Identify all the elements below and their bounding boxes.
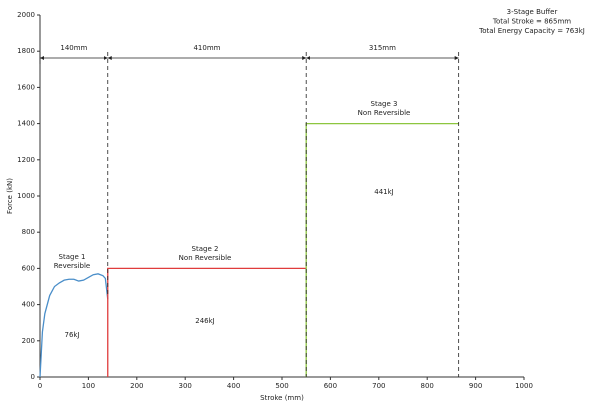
- y-tick-label: 600: [22, 264, 35, 272]
- y-tick-label: 1200: [17, 156, 35, 164]
- span-label: 410mm: [193, 44, 220, 52]
- series-line: [39, 273, 109, 378]
- y-tick-label: 1600: [17, 83, 35, 91]
- series-line: [107, 267, 307, 377]
- y-tick-label: 0: [31, 373, 35, 381]
- y-tick-label: 1800: [17, 47, 35, 55]
- x-tick-label: 800: [421, 382, 434, 390]
- x-tick-label: 600: [324, 382, 337, 390]
- annotation: Stage 1: [59, 253, 86, 261]
- x-tick-label: 300: [179, 382, 192, 390]
- span-label: 315mm: [369, 44, 396, 52]
- span-label: 140mm: [60, 44, 87, 52]
- y-tick-label: 200: [22, 337, 35, 345]
- x-tick-label: 100: [82, 382, 95, 390]
- y-tick-label: 400: [22, 301, 35, 309]
- y-tick-label: 800: [22, 228, 35, 236]
- y-tick-label: 1000: [17, 192, 35, 200]
- x-tick-label: 200: [130, 382, 143, 390]
- annotation: 441kJ: [374, 188, 393, 196]
- x-tick-label: 900: [469, 382, 482, 390]
- x-tick-label: 400: [227, 382, 240, 390]
- series-line: [305, 122, 459, 377]
- y-axis-label: Force (kN): [6, 178, 14, 214]
- annotation: Non Reversible: [179, 254, 232, 262]
- annotation: 246kJ: [195, 317, 214, 325]
- x-axis-label: Stroke (mm): [260, 394, 304, 402]
- x-tick-label: 500: [275, 382, 288, 390]
- annotation: Reversible: [54, 262, 90, 270]
- y-tick-label: 1400: [17, 120, 35, 128]
- note: 3-Stage Buffer: [507, 8, 558, 16]
- annotation: 76kJ: [64, 331, 79, 339]
- annotation: Stage 3: [371, 100, 398, 108]
- x-tick-label: 1000: [515, 382, 533, 390]
- x-tick-label: 700: [372, 382, 385, 390]
- y-tick-label: 2000: [17, 11, 35, 19]
- note: Total Stroke = 865mm: [492, 18, 571, 26]
- x-tick-label: 0: [38, 382, 42, 390]
- note: Total Energy Capacity = 763kJ: [478, 27, 585, 35]
- annotation: Stage 2: [192, 245, 219, 253]
- annotation: Non Reversible: [358, 109, 411, 117]
